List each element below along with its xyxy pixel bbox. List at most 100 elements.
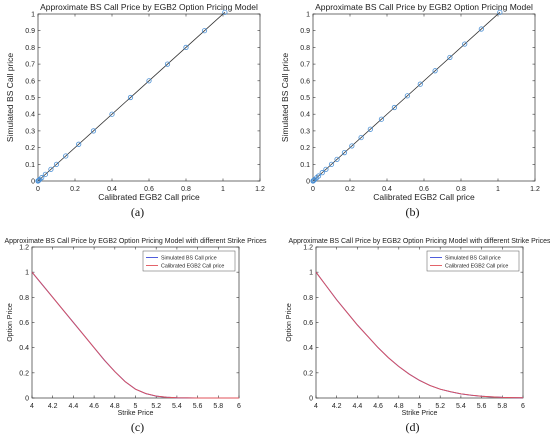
data-point bbox=[183, 44, 189, 51]
data-point bbox=[319, 170, 325, 176]
x-tick-label: 1.2 bbox=[255, 186, 265, 193]
x-tick-label: 0.4 bbox=[107, 186, 117, 193]
data-point bbox=[358, 134, 364, 141]
x-tick-label: 4.6 bbox=[89, 403, 99, 410]
y-axis-label: Simulated BS Call price bbox=[5, 53, 15, 143]
y-axis-label: Simulated BS Call price bbox=[280, 53, 290, 143]
y-tick-label: 0.2 bbox=[19, 370, 29, 377]
x-tick-label: 0 bbox=[311, 186, 315, 193]
plot-area bbox=[312, 13, 536, 182]
x-tick-label: 5.2 bbox=[151, 403, 161, 410]
caption-c: (c) bbox=[130, 420, 145, 434]
x-tick-label: 5.2 bbox=[435, 403, 445, 410]
x-tick-label: 0.2 bbox=[70, 186, 80, 193]
x-axis-label: Strike Price bbox=[118, 410, 154, 417]
data-point bbox=[63, 153, 69, 159]
panel-c: Approximate BS Call Price by EGB2 Option… bbox=[0, 225, 275, 440]
y-tick-label: 0.5 bbox=[300, 95, 310, 102]
y-tick-label: 0.2 bbox=[25, 145, 35, 152]
chart-c: Approximate BS Call Price by EGB2 Option… bbox=[4, 238, 267, 417]
chart-d: Approximate BS Call Price by EGB2 Option… bbox=[286, 238, 550, 417]
x-tick-label: 4.4 bbox=[69, 403, 79, 410]
series-line-2 bbox=[31, 271, 239, 399]
y-tick-label: 1 bbox=[309, 270, 313, 277]
x-axis-label: Calibrated EGB2 Call price bbox=[373, 192, 475, 202]
y-tick-label: 1 bbox=[306, 12, 310, 19]
y-tick-label: 0.5 bbox=[25, 95, 35, 102]
data-point bbox=[48, 166, 54, 172]
x-tick-label: 4.2 bbox=[332, 403, 342, 410]
plot-area bbox=[315, 246, 524, 399]
y-tick-label: 0.8 bbox=[300, 45, 310, 52]
y-tick-label: 0 bbox=[309, 396, 313, 403]
y-tick-label: 0.9 bbox=[300, 28, 310, 35]
x-axis-label: Calibrated EGB2 Call price bbox=[98, 192, 200, 202]
data-point bbox=[334, 156, 340, 162]
x-axis-label: Strike Price bbox=[402, 410, 438, 417]
data-point bbox=[367, 126, 373, 132]
y-tick-label: 0.6 bbox=[19, 320, 29, 327]
fit-line bbox=[37, 12, 226, 182]
x-tick-label: 1 bbox=[221, 186, 225, 193]
x-tick-label: 4.2 bbox=[48, 403, 58, 410]
data-point bbox=[391, 104, 398, 111]
y-tick-label: 0.4 bbox=[19, 345, 29, 352]
x-tick-label: 0.6 bbox=[144, 186, 154, 193]
x-tick-label: 5 bbox=[418, 403, 422, 410]
data-point bbox=[90, 128, 97, 134]
y-tick-label: 0 bbox=[31, 179, 35, 186]
y-tick-label: 0.4 bbox=[303, 345, 313, 352]
data-point bbox=[109, 111, 115, 117]
y-tick-label: 1 bbox=[31, 12, 35, 19]
data-point bbox=[42, 171, 49, 177]
legend-label: Simulated BS Call price bbox=[445, 256, 501, 262]
legend-label: Calibrated EGB2 Call price bbox=[161, 264, 224, 270]
x-tick-label: 5.4 bbox=[172, 403, 182, 410]
x-tick-label: 5.8 bbox=[213, 403, 223, 410]
x-tick-label: 6 bbox=[237, 403, 241, 410]
data-point bbox=[404, 93, 410, 99]
x-tick-label: 4 bbox=[30, 403, 34, 410]
x-tick-label: 4.6 bbox=[373, 403, 383, 410]
x-tick-label: 0.2 bbox=[345, 186, 355, 193]
panel-d: Approximate BS Call Price by EGB2 Option… bbox=[275, 225, 550, 440]
data-point bbox=[447, 54, 453, 61]
y-tick-label: 0.2 bbox=[300, 145, 310, 152]
chart-title: Approximate BS Call Price by EGB2 Option… bbox=[4, 238, 267, 245]
data-point bbox=[349, 143, 355, 149]
y-tick-label: 0.2 bbox=[303, 370, 313, 377]
y-tick-label: 1 bbox=[25, 270, 29, 277]
x-tick-label: 0.6 bbox=[419, 186, 429, 193]
data-point bbox=[222, 9, 228, 15]
x-tick-label: 4.8 bbox=[394, 403, 404, 410]
y-tick-label: 0.4 bbox=[300, 112, 310, 119]
chart-title: Approximate BS Call Price by EGB2 Option… bbox=[288, 238, 550, 245]
data-point bbox=[146, 78, 152, 84]
series-line-2 bbox=[315, 271, 524, 399]
y-tick-label: 0.7 bbox=[300, 62, 310, 69]
legend-box bbox=[426, 250, 520, 272]
chart-title: Approximate BS Call Price by EGB2 Option… bbox=[40, 2, 258, 12]
data-point bbox=[310, 178, 316, 184]
x-tick-label: 6 bbox=[521, 403, 525, 410]
y-tick-label: 1.2 bbox=[19, 245, 29, 252]
x-tick-label: 4.8 bbox=[110, 403, 120, 410]
data-point bbox=[328, 161, 335, 167]
data-point bbox=[76, 141, 82, 147]
data-point bbox=[378, 116, 385, 122]
panel-a: Approximate BS Call Price by EGB2 Option… bbox=[0, 0, 275, 220]
y-axis-label: Option Price bbox=[286, 303, 293, 342]
legend-box bbox=[142, 250, 236, 272]
panel-b: Approximate BS Call Price by EGB2 Option… bbox=[275, 0, 550, 220]
legend-label: Simulated BS Call price bbox=[161, 256, 217, 262]
y-tick-label: 0.9 bbox=[25, 28, 35, 35]
x-tick-label: 5 bbox=[134, 403, 138, 410]
y-tick-label: 0.8 bbox=[303, 295, 313, 302]
x-tick-label: 0.4 bbox=[382, 186, 392, 193]
x-tick-label: 0 bbox=[36, 186, 40, 193]
chart-a: Approximate BS Call Price by EGB2 Option… bbox=[5, 2, 265, 202]
chart-title: Approximate BS Call Price by EGB2 Option… bbox=[315, 2, 533, 12]
y-tick-label: 0.8 bbox=[19, 295, 29, 302]
x-tick-label: 5.6 bbox=[193, 403, 203, 410]
x-tick-label: 1 bbox=[496, 186, 500, 193]
